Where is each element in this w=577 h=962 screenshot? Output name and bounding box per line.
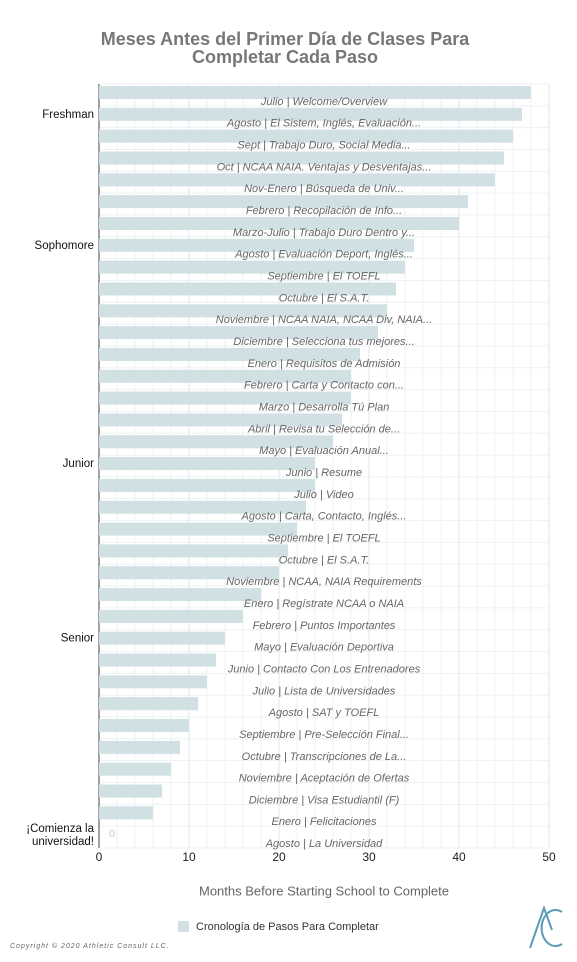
bar xyxy=(99,457,315,471)
bar-label: Octubre | Transcripciones de La... xyxy=(242,751,407,763)
bar-label: Febrero | Carta y Contacto con... xyxy=(244,380,404,392)
bar-label: Enero | Requisitos de Admisión xyxy=(248,358,401,370)
bar-label: Mayo | Evaluación Anual... xyxy=(259,445,389,457)
bar xyxy=(99,697,198,711)
x-tick-label: 30 xyxy=(362,850,376,864)
y-group-label: Junior xyxy=(63,458,94,470)
bar xyxy=(99,107,522,121)
bar-label: Mayo | Evaluación Deportiva xyxy=(254,642,394,654)
x-tick-label: 50 xyxy=(542,850,556,864)
bar xyxy=(99,609,243,623)
bar xyxy=(99,675,207,689)
bar-label: Marzo | Desarrolla Tú Plan xyxy=(259,402,390,414)
y-group-label: Senior xyxy=(61,633,94,645)
bar-label: Junio | Resume xyxy=(285,467,362,479)
bar xyxy=(99,216,459,230)
x-tick-label: 10 xyxy=(182,850,196,864)
bar xyxy=(99,500,306,514)
bar xyxy=(99,86,531,99)
bar xyxy=(99,173,495,187)
chart-title: Meses Antes del Primer Día de Clases Par… xyxy=(101,29,471,49)
bar-label: Junio | Contacto Con Los Entrenadores xyxy=(227,663,421,675)
bar-label: Agosto | Evaluación Deport, Inglés... xyxy=(234,249,413,261)
copyright: Copyright © 2020 Athletic Consult LLC. xyxy=(10,942,170,950)
bar xyxy=(99,478,315,492)
bar-label: Julio | Welcome/Overview xyxy=(260,96,388,108)
bar xyxy=(99,653,216,667)
bar-label: Julio | Lista de Universidades xyxy=(252,685,396,697)
bar-label: Septiembre | El TOEFL xyxy=(267,271,380,283)
bar-label: Septiembre | El TOEFL xyxy=(267,532,380,544)
bar xyxy=(99,282,396,296)
y-group-label-line: ¡Comienza la xyxy=(26,823,94,835)
bar xyxy=(99,195,468,209)
bar xyxy=(99,413,342,427)
bar-label: Marzo-Julio | Trabajo Duro Dentro y... xyxy=(233,227,415,239)
bar xyxy=(99,238,414,252)
y-group-label: Sophomore xyxy=(35,240,94,252)
bar xyxy=(99,631,225,645)
bar-label: Enero | Regístrate NCAA o NAIA xyxy=(244,598,404,610)
bar xyxy=(99,740,180,754)
x-tick-label: 0 xyxy=(96,850,103,864)
bar xyxy=(99,588,261,602)
bar-label: Agosto | Carta, Contacto, Inglés... xyxy=(241,511,407,523)
legend-label: Cronología de Pasos Para Completar xyxy=(196,921,379,933)
bar-label: Octubre | El S.A.T. xyxy=(279,292,370,304)
bar xyxy=(99,435,333,449)
bar xyxy=(99,544,288,558)
bar xyxy=(99,129,513,143)
bar-label: Noviembre | NCAA NAIA, NCAA Div, NAIA... xyxy=(216,314,432,326)
bar-label: Agosto | El Sistem, Inglés, Evaluación..… xyxy=(226,118,421,130)
bar-label: Noviembre | Aceptación de Ofertas xyxy=(239,773,410,785)
bar-label: Diciembre | Visa Estudiantil (F) xyxy=(249,794,400,806)
bar xyxy=(99,369,351,383)
bar xyxy=(99,784,162,798)
x-axis-title: Months Before Starting School to Complet… xyxy=(199,883,449,898)
bar xyxy=(99,806,153,820)
legend-swatch xyxy=(178,921,189,932)
bar xyxy=(99,326,378,340)
bar-label: Julio | Video xyxy=(293,489,354,501)
bar-label: Febrero | Puntos Importantes xyxy=(253,620,396,632)
bar xyxy=(99,260,405,274)
y-group-label: Freshman xyxy=(42,109,94,121)
bar-label: Febrero | Recopilación de Info... xyxy=(246,205,402,217)
bar xyxy=(99,391,351,405)
bar-label: Oct | NCAA NAIA. Ventajas y Desventajas.… xyxy=(217,161,432,173)
bar xyxy=(99,566,279,580)
bar-label: Octubre | El S.A.T. xyxy=(279,554,370,566)
y-group-label-line: universidad! xyxy=(32,836,94,848)
bar-label: Agosto | SAT y TOEFL xyxy=(268,707,380,719)
x-tick-label: 20 xyxy=(272,850,286,864)
value-label: 0 xyxy=(109,828,115,840)
chart-title: Completar Cada Paso xyxy=(192,47,378,67)
bar xyxy=(99,522,297,536)
bar-label: Nov-Enero | Búsqueda de Univ... xyxy=(244,183,404,195)
bar-label: Enero | Felicitaciones xyxy=(272,816,377,828)
bar xyxy=(99,762,171,776)
bar xyxy=(99,347,360,361)
bar-label: Agosto | La Universidad xyxy=(265,838,383,850)
bar-label: Abril | Revisa tu Selección de... xyxy=(247,423,400,435)
bar xyxy=(99,151,504,165)
y-group-label: ¡Comienza la universidad! xyxy=(26,823,94,848)
logo xyxy=(529,905,563,949)
bar xyxy=(99,304,387,318)
bar xyxy=(99,719,189,733)
bar-label: Noviembre | NCAA, NAIA Requirements xyxy=(226,576,422,588)
bar-label: Sept | Trabajo Duro, Social Media... xyxy=(237,140,410,152)
bar-label: Diciembre | Selecciona tus mejores... xyxy=(233,336,414,348)
bar-label: Septiembre | Pre-Selección Final... xyxy=(239,729,409,741)
x-tick-label: 40 xyxy=(452,850,466,864)
